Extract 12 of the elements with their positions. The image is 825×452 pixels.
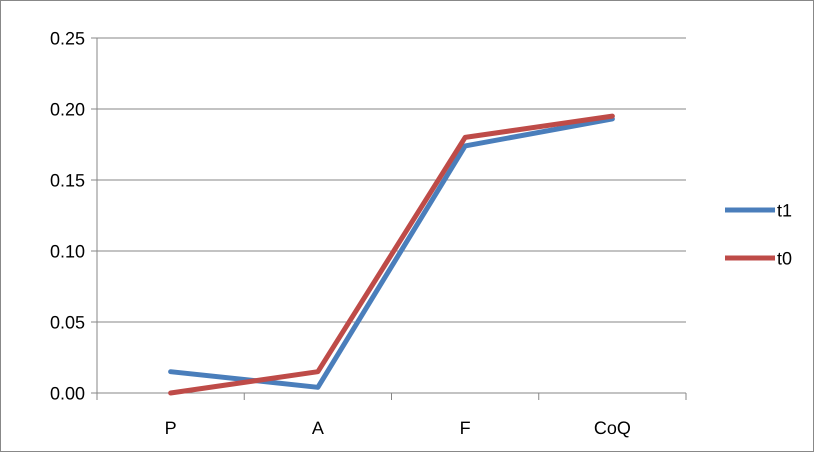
legend-label: t1 [777,200,792,220]
x-tick-label: P [164,418,177,438]
y-tick-label: 0.15 [50,170,85,190]
y-tick-label: 0.05 [50,312,85,332]
y-tick-label: 0.25 [50,28,85,48]
x-tick-label: A [312,418,324,438]
y-tick-label: 0.20 [50,99,85,120]
x-tick-label: CoQ [594,418,631,438]
legend-label: t0 [777,248,792,268]
x-tick-label: F [460,418,471,438]
y-tick-label: 0.00 [50,383,85,404]
y-tick-label: 0.10 [50,241,85,262]
